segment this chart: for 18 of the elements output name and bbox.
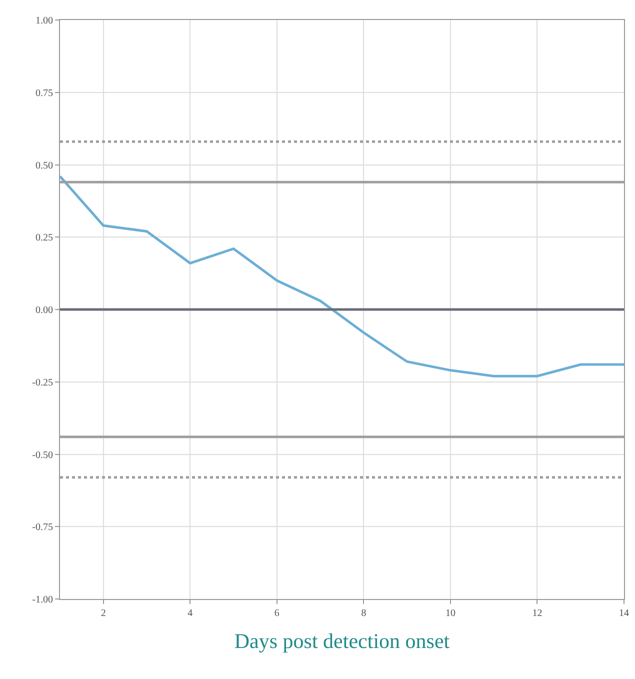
x-tick-label: 4 [188,608,193,619]
y-tick-label: -0.75 [32,522,53,534]
y-tick-label: -1.00 [32,594,53,606]
x-tick-label: 14 [619,608,629,619]
x-tick-label: 2 [100,608,106,619]
y-tick-label: 1.00 [36,16,53,26]
x-tick-label: 8 [361,608,366,619]
x-tick-label: 12 [532,608,542,619]
y-tick-label: 0.75 [36,88,53,99]
y-tick-label: 0.25 [36,232,53,244]
line-series [60,175,624,378]
y-tick-label: -0.25 [32,377,53,388]
y-tick-label: 0.50 [36,160,53,172]
y-tick-label: 0.00 [36,305,53,316]
y-tick-label: -0.50 [32,450,53,461]
x-axis-title: Days post detection onset [234,629,450,654]
x-tick-label: 10 [445,608,456,619]
x-tick-label: 6 [274,608,280,619]
